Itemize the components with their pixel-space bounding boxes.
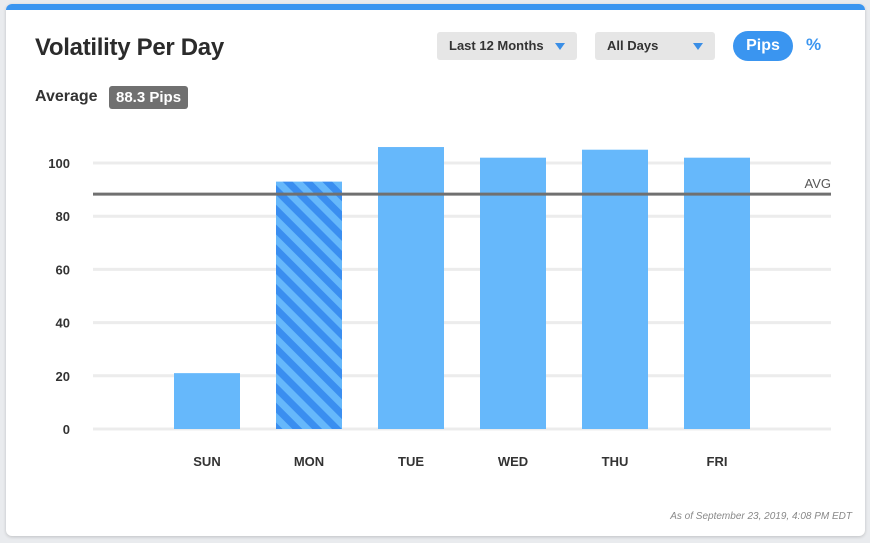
x-tick-label: WED (498, 454, 528, 469)
average-line-label: AVG (805, 176, 832, 191)
x-tick-label: FRI (707, 454, 728, 469)
days-select[interactable]: All Days (595, 32, 715, 60)
bar-thu (582, 149, 648, 429)
volatility-card: Volatility Per Day Last 12 Months All Da… (6, 4, 865, 536)
y-tick-label: 0 (63, 422, 70, 437)
days-select-value: All Days (607, 38, 659, 53)
y-tick-label: 60 (56, 262, 70, 277)
chevron-down-icon (555, 43, 565, 50)
bar-fri (684, 157, 750, 429)
bar-wed (480, 157, 546, 429)
bar-mon (276, 181, 342, 429)
unit-percent-toggle[interactable]: % (806, 35, 822, 54)
y-tick-label: 100 (48, 156, 70, 171)
volatility-bar-chart: 0 20 40 60 80 100 SUN MON TUE WED THU FRI AVG (48, 147, 832, 469)
x-tick-label: MON (294, 454, 324, 469)
timestamp-note: As of September 23, 2019, 4:08 PM EDT (670, 511, 852, 522)
y-tick-label: 80 (56, 209, 70, 224)
unit-pips-toggle[interactable]: Pips (733, 31, 793, 61)
range-select-value: Last 12 Months (449, 38, 544, 53)
x-tick-label: THU (602, 454, 629, 469)
range-select[interactable]: Last 12 Months (437, 32, 577, 60)
average-badge: 88.3 Pips (109, 86, 189, 109)
page-title: Volatility Per Day (35, 34, 224, 61)
x-tick-label: SUN (193, 454, 220, 469)
accent-bar (6, 4, 865, 10)
y-tick-label: 20 (56, 369, 70, 384)
bar-sun (174, 373, 240, 429)
bar-tue (378, 147, 444, 430)
y-tick-label: 40 (56, 316, 70, 331)
chevron-down-icon (693, 43, 703, 50)
x-tick-label: TUE (398, 454, 424, 469)
average-label: Average (35, 88, 98, 105)
